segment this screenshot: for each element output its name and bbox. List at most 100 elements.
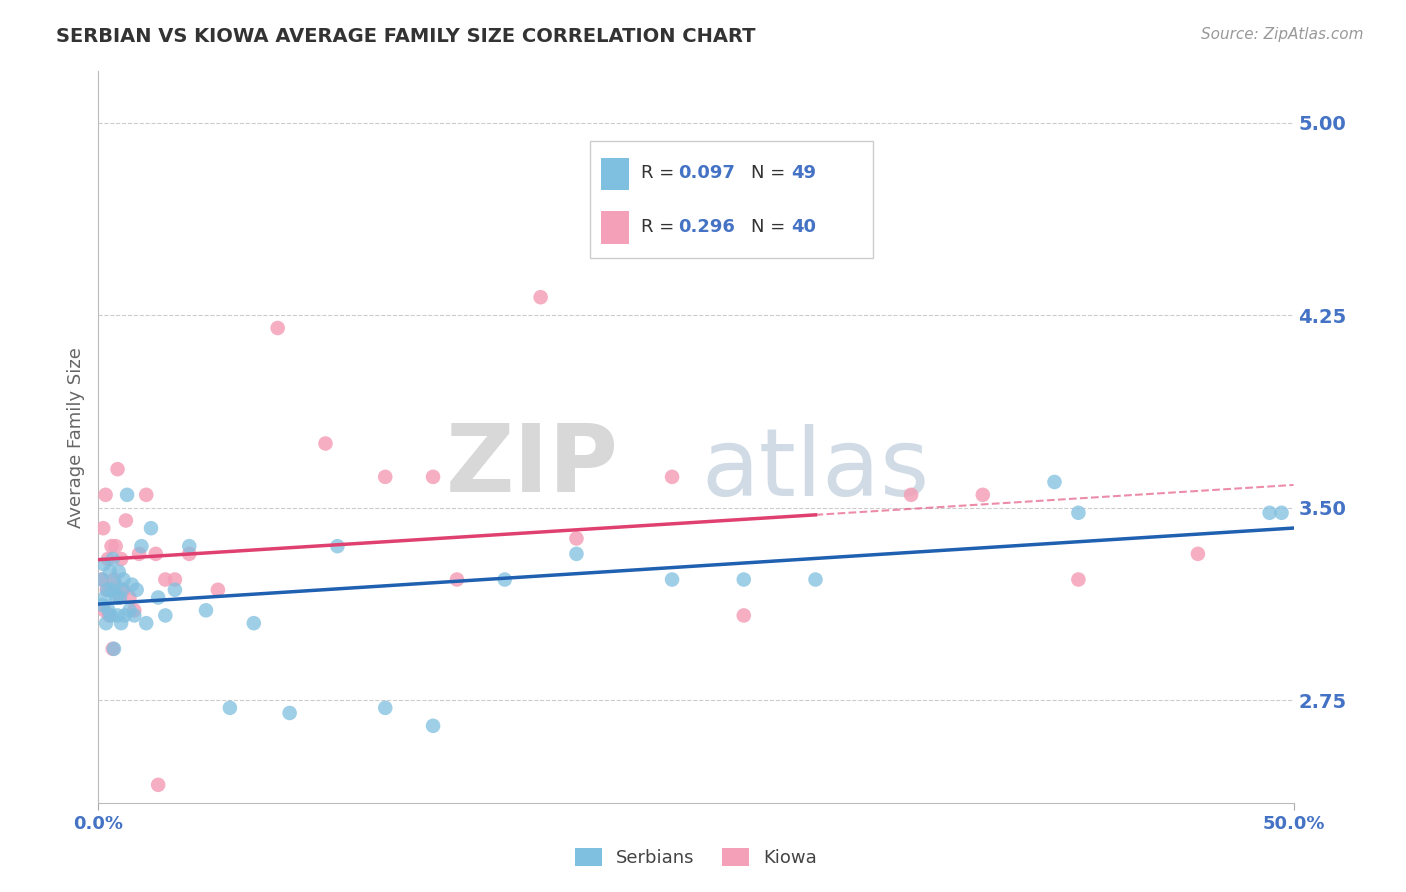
Point	[661, 573, 683, 587]
Point	[94, 616, 117, 631]
Point	[96, 582, 118, 597]
Point	[131, 539, 153, 553]
Text: 0.296: 0.296	[678, 218, 734, 235]
Point	[422, 470, 444, 484]
Point	[219, 701, 242, 715]
Point	[93, 603, 115, 617]
Point	[98, 608, 121, 623]
Point	[112, 573, 135, 587]
Y-axis label: Average Family Size: Average Family Size	[66, 347, 84, 527]
Point	[91, 573, 114, 587]
Point	[155, 573, 177, 587]
Point	[115, 488, 138, 502]
Text: atlas: atlas	[702, 424, 929, 516]
Point	[155, 608, 177, 623]
Point	[1258, 506, 1281, 520]
Point	[243, 616, 266, 631]
Point	[98, 565, 121, 579]
Point	[107, 565, 129, 579]
Point	[1043, 475, 1066, 489]
Point	[163, 582, 186, 597]
Point	[733, 573, 755, 587]
Point	[104, 539, 127, 553]
Point	[1067, 573, 1090, 587]
Point	[374, 470, 396, 484]
FancyBboxPatch shape	[602, 211, 630, 244]
Point	[114, 608, 136, 623]
Point	[315, 436, 337, 450]
Text: Source: ZipAtlas.com: Source: ZipAtlas.com	[1201, 27, 1364, 42]
Point	[111, 582, 134, 597]
Text: R =: R =	[641, 164, 681, 182]
Point	[112, 582, 135, 597]
Point	[148, 591, 170, 605]
Point	[104, 577, 127, 591]
Point	[124, 608, 146, 623]
Point	[110, 616, 132, 631]
Text: 0.097: 0.097	[678, 164, 734, 182]
Text: SERBIAN VS KIOWA AVERAGE FAMILY SIZE CORRELATION CHART: SERBIAN VS KIOWA AVERAGE FAMILY SIZE COR…	[56, 27, 756, 45]
Point	[179, 539, 201, 553]
Point	[107, 608, 129, 623]
Point	[101, 552, 124, 566]
Point	[374, 701, 396, 715]
Point	[207, 582, 229, 597]
Text: N =: N =	[751, 164, 792, 182]
Point	[565, 532, 588, 546]
Point	[565, 547, 588, 561]
Point	[121, 577, 143, 591]
Text: 40: 40	[792, 218, 815, 235]
Point	[278, 706, 301, 720]
Point	[135, 616, 157, 631]
Point	[101, 582, 124, 597]
Point	[98, 582, 122, 597]
Text: R =: R =	[641, 218, 681, 235]
Point	[195, 603, 218, 617]
Point	[118, 591, 141, 605]
Text: N =: N =	[751, 218, 792, 235]
Text: 49: 49	[792, 164, 815, 182]
Point	[118, 603, 141, 617]
Text: ZIP: ZIP	[446, 420, 619, 512]
Point	[422, 719, 444, 733]
Point	[91, 521, 114, 535]
Point	[1271, 506, 1294, 520]
FancyBboxPatch shape	[602, 158, 630, 190]
Point	[94, 591, 117, 605]
Point	[91, 598, 114, 612]
Point	[108, 591, 131, 605]
Point	[661, 470, 683, 484]
Point	[108, 591, 131, 605]
Point	[1067, 506, 1090, 520]
Point	[97, 552, 120, 566]
Point	[733, 608, 755, 623]
Point	[100, 539, 122, 553]
Point	[530, 290, 553, 304]
Point	[110, 552, 132, 566]
Point	[115, 514, 138, 528]
Point	[93, 557, 115, 571]
Point	[900, 488, 922, 502]
Point	[972, 488, 994, 502]
Point	[124, 603, 146, 617]
Point	[103, 641, 125, 656]
Point	[446, 573, 468, 587]
Point	[101, 641, 124, 656]
Point	[96, 582, 118, 597]
Point	[91, 573, 114, 587]
Point	[128, 547, 150, 561]
FancyBboxPatch shape	[591, 141, 873, 258]
Point	[1187, 547, 1209, 561]
Point	[135, 488, 157, 502]
Point	[326, 539, 349, 553]
Point	[100, 608, 122, 623]
Point	[494, 573, 516, 587]
Legend: Serbians, Kiowa: Serbians, Kiowa	[568, 840, 824, 874]
Point	[267, 321, 290, 335]
Point	[107, 462, 129, 476]
Point	[125, 582, 148, 597]
Point	[163, 573, 186, 587]
Point	[139, 521, 162, 535]
Point	[145, 547, 167, 561]
Point	[103, 573, 125, 587]
